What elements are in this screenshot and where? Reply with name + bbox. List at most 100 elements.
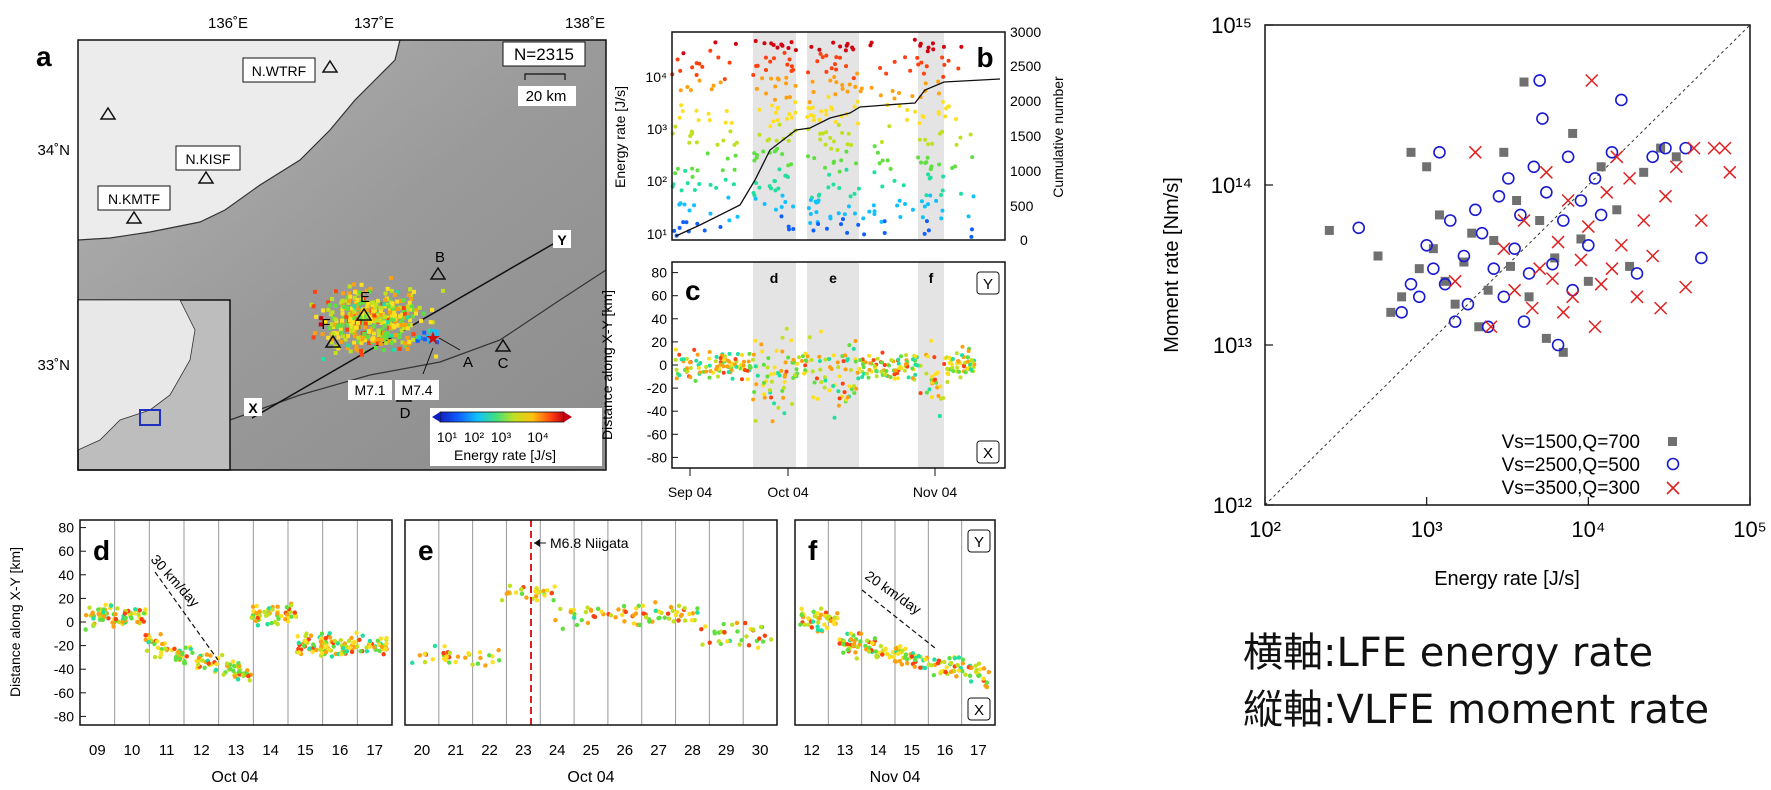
panel_d-dot bbox=[188, 646, 193, 652]
panel-b-dot bbox=[786, 163, 791, 168]
panel_e-dot bbox=[725, 639, 730, 644]
map-dot bbox=[370, 337, 375, 342]
panel-b-dot bbox=[734, 140, 739, 145]
panel-b-dot bbox=[953, 164, 958, 169]
panel-b-dot bbox=[818, 137, 823, 142]
panel_f-dot bbox=[922, 665, 928, 671]
map-dot bbox=[419, 319, 424, 324]
panel-b-dot bbox=[677, 225, 682, 230]
panel-d-ytick: -20 bbox=[54, 638, 74, 654]
panel_e-xtick: 21 bbox=[447, 742, 464, 759]
panel-c-dot bbox=[818, 329, 823, 334]
scatter-point-s2-4 bbox=[1508, 283, 1522, 297]
panel-c-dot bbox=[853, 339, 858, 344]
panel-c-dot bbox=[837, 374, 842, 379]
station-triangle-kisf bbox=[197, 170, 215, 184]
panel_f-dot bbox=[891, 654, 896, 659]
panel-c-dot bbox=[721, 370, 726, 375]
scatter-point-s2-13 bbox=[1566, 290, 1580, 304]
scatter-point-s0-28 bbox=[1596, 162, 1606, 172]
panel_f-dot bbox=[960, 661, 966, 666]
panel-b-dot bbox=[814, 200, 819, 205]
coastline bbox=[77, 39, 401, 241]
panel-b-dot bbox=[852, 211, 857, 216]
panel-c-dot bbox=[802, 371, 807, 376]
station-box-wtrf bbox=[242, 57, 316, 83]
panel_f-dot bbox=[852, 642, 857, 647]
map-dot bbox=[364, 308, 369, 313]
panel_d-dot bbox=[364, 648, 370, 654]
panel-b-ylabel: Energy rate [J/s] bbox=[612, 86, 628, 188]
panel-b-dot bbox=[785, 62, 790, 67]
panel-b-dot bbox=[696, 118, 701, 123]
panel_e-dot bbox=[758, 624, 764, 630]
scatter-point-s1-31 bbox=[1566, 283, 1579, 297]
map-dot bbox=[385, 286, 390, 291]
panel-c-dot bbox=[845, 395, 850, 400]
panel_f-dot bbox=[824, 615, 830, 621]
panel-b-dot bbox=[770, 103, 775, 108]
panel-c-label-y: Y bbox=[983, 276, 993, 293]
panel-b-y2tick-1500: 1500 bbox=[1010, 128, 1041, 144]
panel-b-dot bbox=[897, 104, 902, 109]
panel_e-dot bbox=[676, 618, 681, 623]
panel-c-dot bbox=[696, 366, 701, 371]
map-dot bbox=[412, 289, 417, 294]
map-dot bbox=[393, 313, 398, 318]
map-dot bbox=[378, 342, 383, 347]
panel_e-dot bbox=[558, 606, 563, 612]
panel-b-dot bbox=[833, 119, 838, 124]
map-dot bbox=[365, 303, 370, 308]
panel-c-dot bbox=[716, 374, 721, 379]
panel-f-xticks: 12 13 14 15 16 17 bbox=[803, 742, 986, 759]
panel_e-dot bbox=[571, 615, 577, 620]
panel-b-y2tick-2000: 2000 bbox=[1010, 93, 1041, 109]
panel-b-dot bbox=[824, 130, 829, 135]
panel-c-dot bbox=[950, 357, 955, 362]
map-dot bbox=[425, 334, 430, 339]
colorbar-arrow-left bbox=[432, 412, 440, 422]
m74-leader bbox=[422, 347, 434, 375]
map-dot bbox=[346, 334, 351, 339]
scatter-point-s2-0 bbox=[1448, 274, 1462, 288]
panel-c-dot bbox=[968, 362, 973, 367]
map-dot bbox=[326, 335, 331, 340]
map-dot bbox=[362, 334, 367, 339]
scatter-point-s2-8 bbox=[1539, 165, 1553, 179]
panel-b-dot bbox=[784, 81, 789, 86]
panel_d-dot bbox=[289, 603, 294, 608]
panel_e-dot bbox=[478, 655, 483, 661]
panel-c-dot bbox=[831, 383, 836, 388]
panel-c-dot bbox=[910, 376, 915, 381]
scatter-point-s1-41 bbox=[1679, 141, 1692, 155]
panel-b-dot bbox=[829, 66, 834, 71]
panel-b-dot bbox=[898, 214, 903, 219]
panel_d-xtick: 17 bbox=[366, 742, 383, 759]
panel-c-dot bbox=[677, 373, 682, 378]
panel-c-dot bbox=[904, 353, 909, 358]
scatter-point-s0-14 bbox=[1483, 285, 1493, 295]
panel_d-dot bbox=[308, 633, 314, 638]
panel-b-dot bbox=[867, 209, 872, 214]
panel-b-dot bbox=[687, 140, 692, 145]
map-dot bbox=[348, 318, 353, 323]
panel_e-dot bbox=[568, 609, 573, 615]
map-dot bbox=[382, 302, 387, 307]
panel_e-dot bbox=[463, 655, 468, 660]
panel-b-dot bbox=[856, 222, 861, 227]
panel-b-dot bbox=[837, 169, 842, 174]
panel_d-dot bbox=[122, 611, 128, 616]
panel-b-dot bbox=[791, 67, 796, 72]
panel-b-dot bbox=[807, 100, 812, 105]
panel_f-dot bbox=[848, 637, 854, 642]
panel-b-dot bbox=[925, 155, 930, 160]
panel-c-dot bbox=[727, 351, 732, 356]
map-dot bbox=[428, 328, 433, 333]
panel-c-dot bbox=[945, 379, 950, 384]
panel_e-dot bbox=[552, 584, 557, 589]
scatter-point-s0-23 bbox=[1550, 253, 1560, 263]
panel-b-dot bbox=[897, 90, 902, 95]
